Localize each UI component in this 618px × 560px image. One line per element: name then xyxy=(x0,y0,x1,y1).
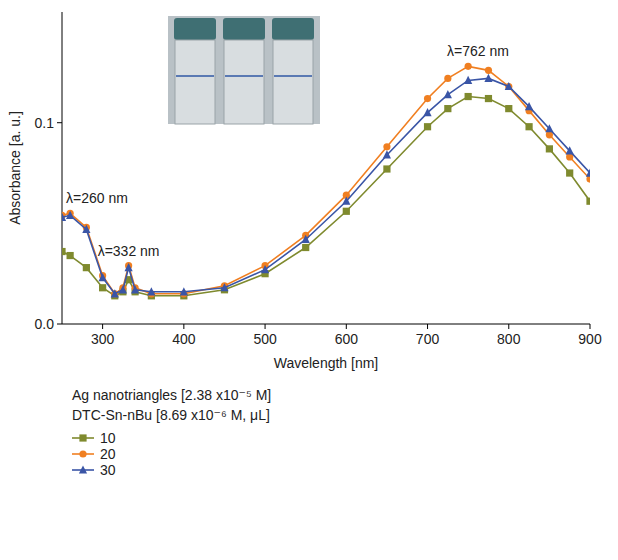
series-marker xyxy=(545,124,553,132)
y-axis xyxy=(62,12,63,324)
series-marker xyxy=(525,102,533,110)
series-marker xyxy=(566,146,574,154)
series-marker xyxy=(444,90,452,98)
x-tick-label: 700 xyxy=(416,331,440,347)
y-axis-title: Absorbance [a. u.] xyxy=(7,111,23,225)
series-marker xyxy=(465,63,472,70)
legend-label: 10 xyxy=(100,430,116,446)
x-axis-title: Wavelength [nm] xyxy=(274,355,379,371)
vial-body xyxy=(175,40,215,124)
series-marker xyxy=(119,285,127,293)
legend-marker xyxy=(79,465,87,473)
vial-cap xyxy=(174,18,216,40)
series-marker xyxy=(147,287,155,295)
legend-entry: 30 xyxy=(72,462,116,478)
y-tick-label: 0.0 xyxy=(35,316,55,332)
legend-title: Ag nanotriangles [2.38 x10⁻⁵ M] xyxy=(72,387,271,403)
series-marker xyxy=(485,67,492,74)
series-marker xyxy=(546,145,553,152)
series-marker xyxy=(111,289,119,297)
legend-entry: 20 xyxy=(72,446,116,462)
photo-bg xyxy=(168,16,320,124)
series-marker xyxy=(423,108,431,116)
y-tick xyxy=(57,324,62,325)
series-line xyxy=(62,78,590,293)
x-tick-label: 600 xyxy=(335,331,359,347)
series-marker xyxy=(62,248,66,255)
x-tick-label: 500 xyxy=(253,331,277,347)
x-axis xyxy=(62,324,590,325)
x-tick xyxy=(427,324,428,329)
series-marker xyxy=(505,105,512,112)
series-marker xyxy=(505,82,513,90)
vial-body xyxy=(273,40,313,124)
x-tick xyxy=(265,324,266,329)
series-marker xyxy=(383,165,390,172)
series-marker xyxy=(67,252,74,259)
legend-title: DTC-Sn-nBu [8.69 x10⁻⁶ M, μL] xyxy=(72,407,270,423)
series-marker xyxy=(484,74,492,82)
x-tick-label: 900 xyxy=(578,331,602,347)
series-marker xyxy=(220,283,228,291)
vial-cap xyxy=(223,18,265,40)
series-marker xyxy=(465,93,472,100)
series-marker xyxy=(383,150,391,158)
y-tick xyxy=(57,122,62,123)
x-tick xyxy=(102,324,103,329)
x-tick xyxy=(346,324,347,329)
series-marker xyxy=(131,285,139,293)
series-marker xyxy=(261,265,269,273)
series-line xyxy=(62,97,590,296)
series-marker xyxy=(444,75,451,82)
series-line xyxy=(62,66,590,293)
series-marker xyxy=(125,263,133,271)
x-tick xyxy=(183,324,184,329)
y-tick-label: 0.1 xyxy=(35,115,55,131)
legend-marker xyxy=(79,434,86,441)
vial-cap xyxy=(272,18,314,40)
series-marker xyxy=(586,168,590,176)
series-marker xyxy=(180,287,188,295)
series-marker xyxy=(302,244,309,251)
series-marker xyxy=(424,123,431,130)
vial-line xyxy=(274,75,312,77)
series-marker xyxy=(62,213,66,221)
series-marker xyxy=(505,83,512,90)
series-marker xyxy=(485,95,492,102)
series-marker xyxy=(424,95,431,102)
x-tick-label: 300 xyxy=(91,331,115,347)
legend-label: 20 xyxy=(100,446,116,462)
annotation: λ=332 nm xyxy=(98,243,160,259)
series-marker xyxy=(99,284,106,291)
series-marker xyxy=(343,208,350,215)
annotation: λ=260 nm xyxy=(66,190,128,206)
series-marker xyxy=(444,105,451,112)
series-marker xyxy=(99,273,107,281)
series-marker xyxy=(525,123,532,130)
vial-line xyxy=(176,75,214,77)
annotation: λ=762 nm xyxy=(447,43,509,59)
legend-label: 30 xyxy=(100,462,116,478)
x-tick-label: 400 xyxy=(172,331,196,347)
series-marker xyxy=(566,169,573,176)
plot-area xyxy=(62,63,590,300)
legend-entry: 10 xyxy=(72,430,116,446)
series-marker xyxy=(586,198,590,205)
x-tick xyxy=(508,324,509,329)
vial-body xyxy=(224,40,264,124)
series-marker xyxy=(464,76,472,84)
series-marker xyxy=(83,264,90,271)
inset-photo xyxy=(168,16,320,124)
x-tick-label: 800 xyxy=(497,331,521,347)
series-marker xyxy=(342,197,350,205)
legend-marker xyxy=(79,450,86,457)
series-marker xyxy=(302,235,310,243)
series-marker xyxy=(383,143,390,150)
series-marker xyxy=(66,211,74,219)
series-marker xyxy=(82,225,90,233)
vial-line xyxy=(225,75,263,77)
x-tick xyxy=(590,324,591,329)
chart: 300 400 500 600 700 800 900 0.0 0.1 Wavelength [n… xyxy=(0,0,618,560)
